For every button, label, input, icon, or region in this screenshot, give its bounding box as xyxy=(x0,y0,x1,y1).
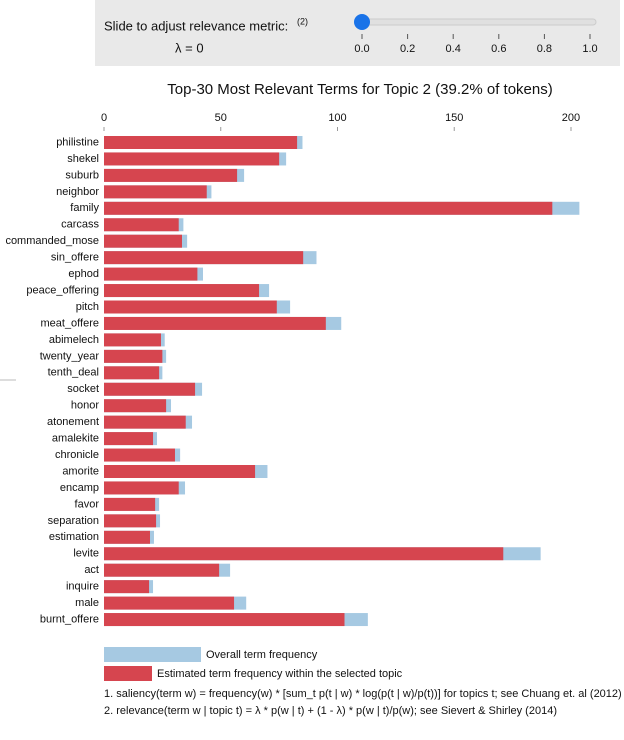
y-tick-label: commanded_mose xyxy=(5,235,99,247)
bar xyxy=(104,382,196,396)
bar xyxy=(104,234,182,248)
bar xyxy=(104,251,304,265)
legend-label: Estimated term frequency within the sele… xyxy=(157,668,403,680)
y-tick-label: amalekite xyxy=(52,433,99,445)
x-tick-label: 150 xyxy=(445,112,463,124)
bar xyxy=(104,349,163,363)
y-tick-label: atonement xyxy=(47,416,99,428)
slider-tick-label: 0.2 xyxy=(400,43,415,55)
bar xyxy=(104,547,504,561)
y-tick-label: favor xyxy=(75,498,100,510)
y-tick-label: separation xyxy=(48,515,99,527)
legend-label: Overall term frequency xyxy=(206,649,318,661)
y-tick-label: male xyxy=(75,597,99,609)
y-tick-label: family xyxy=(70,202,99,214)
y-tick-label: estimation xyxy=(49,531,99,543)
y-tick-label: tenth_deal xyxy=(48,367,99,379)
lambda-label: λ = 0 xyxy=(175,40,204,55)
bar xyxy=(104,316,326,330)
y-tick-label: honor xyxy=(71,400,99,412)
bar xyxy=(104,185,207,199)
y-tick-label: twenty_year xyxy=(40,350,100,362)
bar xyxy=(104,168,238,182)
x-tick-label: 100 xyxy=(328,112,346,124)
y-tick-label: amorite xyxy=(62,465,99,477)
legend-swatch xyxy=(104,666,152,681)
bar xyxy=(104,366,160,380)
x-tick-label: 0 xyxy=(101,112,107,124)
bar xyxy=(104,267,198,281)
y-tick-label: carcass xyxy=(61,219,99,231)
y-tick-label: shekel xyxy=(67,153,99,165)
bar xyxy=(104,300,277,314)
footnote: 1. saliency(term w) = frequency(w) * [su… xyxy=(104,688,622,700)
bar xyxy=(104,152,280,166)
y-tick-label: burnt_offere xyxy=(40,613,99,625)
bar xyxy=(104,514,157,528)
chart-title: Top-30 Most Relevant Terms for Topic 2 (… xyxy=(167,81,552,98)
bar xyxy=(104,563,220,577)
y-tick-label: inquire xyxy=(66,581,99,593)
bar xyxy=(104,580,150,594)
slider-tick-label: 0.4 xyxy=(446,43,461,55)
bar xyxy=(104,284,260,298)
y-tick-label: meat_offere xyxy=(40,317,99,329)
bar xyxy=(104,333,161,347)
bar xyxy=(104,613,345,627)
y-tick-label: suburb xyxy=(65,169,99,181)
y-tick-label: peace_offering xyxy=(26,284,99,296)
slider-panel xyxy=(95,0,620,66)
bar xyxy=(104,415,186,429)
bar xyxy=(104,136,298,149)
y-tick-label: philistine xyxy=(56,136,99,148)
bar xyxy=(104,497,156,511)
bar xyxy=(104,530,150,544)
bar xyxy=(104,448,175,462)
x-tick-label: 50 xyxy=(215,112,227,124)
bar xyxy=(104,481,179,495)
bar xyxy=(104,399,167,413)
bar xyxy=(104,596,235,610)
y-tick-label: pitch xyxy=(76,301,99,313)
slider-track[interactable] xyxy=(361,18,597,26)
y-tick-label: levite xyxy=(73,548,99,560)
y-tick-label: encamp xyxy=(60,482,99,494)
slider-label: Slide to adjust relevance metric: xyxy=(104,18,288,33)
y-tick-label: act xyxy=(84,564,99,576)
bar xyxy=(104,465,256,478)
y-tick-label: abimelech xyxy=(49,334,99,346)
y-tick-label: sin_offere xyxy=(51,252,99,264)
slider-footnote: (2) xyxy=(297,16,308,26)
y-tick-label: ephod xyxy=(68,268,99,280)
slider-tick-label: 0.6 xyxy=(491,43,506,55)
slider-tick-label: 0.8 xyxy=(537,43,552,55)
bar xyxy=(104,432,154,446)
bar xyxy=(104,218,179,232)
y-tick-label: chronicle xyxy=(55,449,99,461)
slider-tick-label: 0.0 xyxy=(354,43,369,55)
slider-tick-label: 1.0 xyxy=(582,43,597,55)
footnote: 2. relevance(term w | topic t) = λ * p(w… xyxy=(104,705,557,717)
y-tick-label: socket xyxy=(67,383,99,395)
x-tick-label: 200 xyxy=(562,112,580,124)
y-tick-label: neighbor xyxy=(56,186,99,198)
bar xyxy=(104,201,553,215)
legend-swatch xyxy=(104,647,201,662)
slider-handle[interactable] xyxy=(354,14,370,30)
